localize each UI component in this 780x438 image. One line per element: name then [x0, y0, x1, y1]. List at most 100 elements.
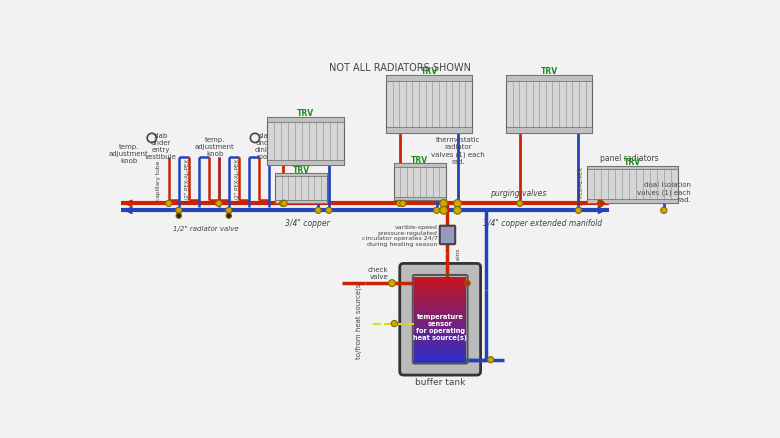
Circle shape [400, 201, 406, 207]
Bar [414, 279, 466, 282]
Bar [414, 343, 466, 346]
Circle shape [326, 208, 332, 214]
Text: 1/2" PEX-AL-PEX: 1/2" PEX-AL-PEX [184, 159, 190, 203]
Bar [414, 347, 466, 350]
Circle shape [576, 208, 581, 214]
Bar [506, 76, 592, 81]
Bar [414, 320, 466, 322]
Circle shape [661, 208, 667, 214]
Bar [414, 328, 466, 331]
Text: NOT ALL RADIATORS SHOWN: NOT ALL RADIATORS SHOWN [328, 64, 471, 73]
Text: 3/4" copper: 3/4" copper [285, 219, 330, 227]
Bar [414, 303, 466, 305]
Circle shape [315, 208, 321, 214]
Text: to/from heat source(s): to/from heat source(s) [356, 280, 362, 359]
Circle shape [434, 208, 440, 214]
Circle shape [440, 200, 448, 208]
Circle shape [280, 201, 285, 207]
Bar [414, 281, 466, 284]
Bar [414, 313, 466, 316]
Circle shape [226, 213, 232, 219]
Bar [414, 290, 466, 293]
Text: 1" copper mains: 1" copper mains [456, 248, 461, 296]
Text: panel radiators: panel radiators [600, 153, 658, 162]
Circle shape [388, 280, 395, 287]
Text: 1/2" radiator valve: 1/2" radiator valve [172, 226, 238, 232]
Text: temperature
sensor
for operating
heat source(s): temperature sensor for operating heat so… [413, 313, 467, 340]
Bar [414, 311, 466, 314]
Text: 1/2" PEX-AL-PEX: 1/2" PEX-AL-PEX [578, 166, 583, 211]
Text: check
valve: check valve [367, 267, 388, 279]
Bar [414, 358, 466, 361]
Bar [414, 296, 466, 299]
Bar [414, 352, 466, 354]
Text: 1/2" PEX-AL-PEX: 1/2" PEX-AL-PEX [234, 159, 239, 203]
Bar [386, 76, 472, 133]
Bar [414, 353, 466, 357]
Bar [394, 197, 446, 201]
Circle shape [440, 207, 448, 215]
Circle shape [281, 201, 287, 207]
Circle shape [176, 213, 182, 219]
FancyBboxPatch shape [400, 264, 480, 375]
Circle shape [597, 201, 604, 207]
Text: dual isolation
valves (1) each
rad.: dual isolation valves (1) each rad. [637, 182, 691, 202]
Circle shape [176, 208, 182, 214]
Bar [414, 292, 466, 295]
Bar [414, 324, 466, 327]
Text: TRV: TRV [411, 155, 428, 165]
Bar [268, 161, 344, 166]
Bar [268, 118, 344, 123]
Circle shape [397, 201, 402, 207]
Bar [414, 294, 466, 297]
Circle shape [216, 201, 222, 207]
Bar [414, 356, 466, 359]
Bar [414, 315, 466, 318]
Circle shape [392, 321, 398, 327]
Text: slab
under
dining
room: slab under dining room [255, 133, 277, 160]
Bar [414, 307, 466, 310]
Bar [414, 321, 466, 325]
Circle shape [225, 208, 232, 214]
Bar [506, 127, 592, 133]
Bar [414, 341, 466, 344]
Bar [414, 339, 466, 342]
Bar [414, 304, 466, 307]
Bar [386, 76, 472, 81]
Circle shape [165, 201, 172, 207]
Bar [414, 277, 466, 280]
Text: temp.
adjustment
knob: temp. adjustment knob [195, 136, 235, 156]
Circle shape [454, 200, 461, 208]
Bar [394, 164, 446, 201]
Text: TRV: TRV [541, 67, 558, 76]
Text: buffer tank: buffer tank [415, 378, 466, 386]
Bar [275, 200, 328, 203]
Circle shape [456, 208, 461, 214]
Bar [414, 360, 466, 363]
Text: temp.
adjustment
knob: temp. adjustment knob [109, 144, 148, 164]
Text: TRV: TRV [624, 158, 641, 167]
Bar [268, 118, 344, 166]
Circle shape [517, 201, 523, 207]
Bar [414, 286, 466, 288]
Bar [414, 330, 466, 333]
Bar [506, 76, 592, 133]
Bar [414, 283, 466, 286]
Bar [414, 336, 466, 339]
Circle shape [454, 207, 461, 215]
Circle shape [488, 357, 494, 363]
Bar [414, 326, 466, 329]
Text: TRV: TRV [420, 67, 438, 76]
Bar [414, 309, 466, 312]
Bar [414, 318, 466, 320]
Bar [414, 335, 466, 337]
Bar [587, 166, 678, 170]
Text: TRV: TRV [297, 109, 314, 118]
Bar [414, 300, 466, 303]
Text: varible-speed
pressure-regulated
circulator operates 24/7
during heating season: varible-speed pressure-regulated circula… [362, 224, 438, 247]
Bar [414, 345, 466, 348]
FancyBboxPatch shape [440, 226, 456, 244]
Bar [275, 174, 328, 177]
Bar [587, 166, 678, 203]
Circle shape [465, 281, 470, 286]
